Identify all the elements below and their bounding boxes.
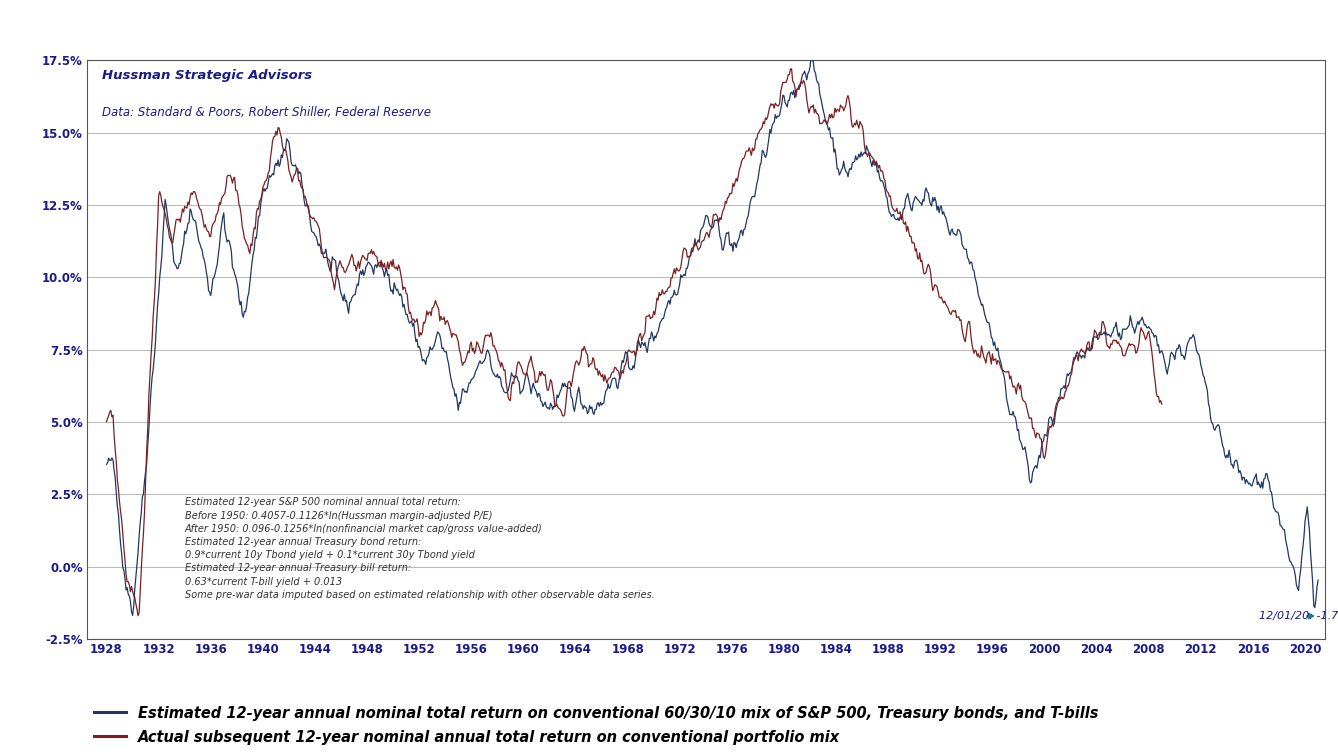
Text: Data: Standard & Poors, Robert Shiller, Federal Reserve: Data: Standard & Poors, Robert Shiller, … bbox=[102, 107, 431, 120]
Text: Hussman Strategic Advisors: Hussman Strategic Advisors bbox=[102, 69, 312, 82]
Text: 12/01/20: -1.7%: 12/01/20: -1.7% bbox=[1259, 611, 1338, 621]
Legend: Estimated 12-year annual nominal total return on conventional 60/30/10 mix of S&: Estimated 12-year annual nominal total r… bbox=[94, 706, 1098, 744]
Text: Estimated 12-year S&P 500 nominal annual total return:
Before 1950: 0.4057-0.112: Estimated 12-year S&P 500 nominal annual… bbox=[185, 497, 654, 600]
